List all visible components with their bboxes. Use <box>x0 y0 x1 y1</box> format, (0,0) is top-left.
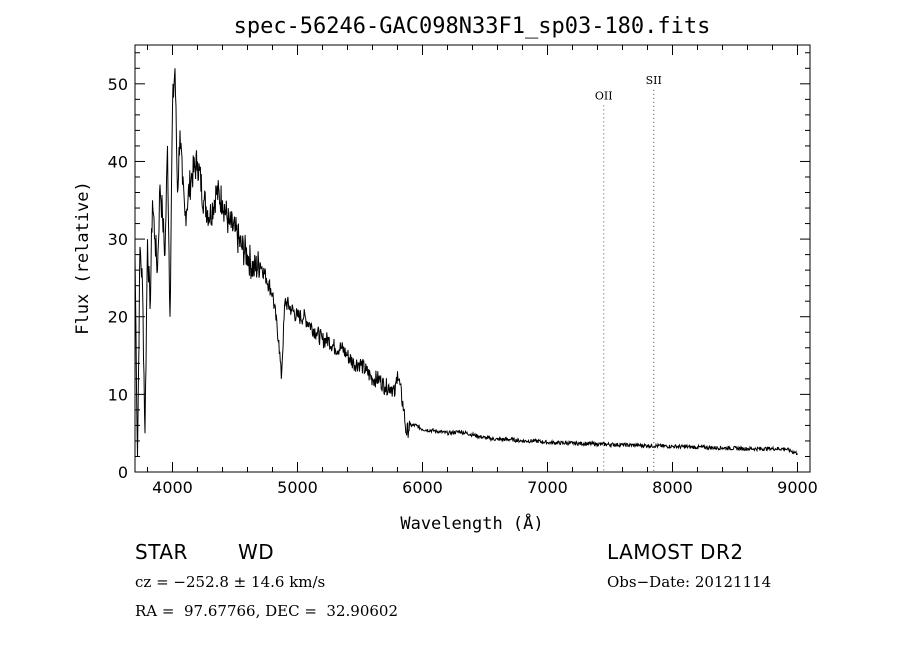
y-tick-label: 40 <box>108 152 128 171</box>
chart-title: spec-56246-GAC098N33F1_sp03-180.fits <box>234 14 711 39</box>
y-tick-label: 0 <box>118 463 128 482</box>
annotation-label: OII <box>595 89 613 102</box>
line-annotations: OII SII <box>595 74 662 472</box>
plot-axes: 4000 5000 6000 7000 8000 9000 0 10 20 30 40 50 <box>108 44 818 497</box>
y-tick-label: 20 <box>108 308 128 327</box>
object-subclass: WD <box>238 540 275 564</box>
spectrum-plot: spec-56246-GAC098N33F1_sp03-180.fits 400… <box>73 14 818 534</box>
x-axis-label: Wavelength (Å) <box>400 512 543 534</box>
x-tick-label: 4000 <box>152 478 193 497</box>
x-tick-label: 9000 <box>777 478 818 497</box>
y-tick-label: 30 <box>108 230 128 249</box>
y-tick-label: 50 <box>108 75 128 94</box>
x-tick-label: 7000 <box>527 478 568 497</box>
object-class: STAR <box>135 540 188 564</box>
y-tick-label: 10 <box>108 385 128 404</box>
plot-frame <box>134 44 811 473</box>
redshift-cz: cz = −252.8 ± 14.6 km/s <box>135 573 326 591</box>
x-tick-label: 5000 <box>277 478 318 497</box>
survey-name: LAMOST DR2 <box>607 540 744 564</box>
coordinates: RA = 97.67766, DEC = 32.90602 <box>135 602 399 620</box>
x-tick-label: 8000 <box>652 478 693 497</box>
annotation-label: SII <box>646 74 662 87</box>
x-tick-label: 6000 <box>402 478 443 497</box>
spectrum-line <box>134 68 798 457</box>
observation-date: Obs−Date: 20121114 <box>607 573 772 591</box>
y-axis-label: Flux (relative) <box>73 181 93 335</box>
